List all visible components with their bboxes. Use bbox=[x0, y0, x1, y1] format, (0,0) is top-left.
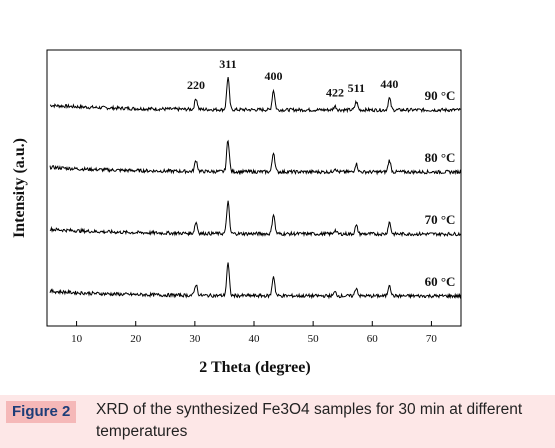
xrd-chart: 10 20 30 40 50 60 70 220 311 400 422 511 440 90 °C 8… bbox=[11, 49, 462, 376]
x-tick-label: 20 bbox=[130, 333, 142, 345]
series-line-1 bbox=[49, 139, 462, 176]
figure-caption: Figure 2 XRD of the synthesized Fe3O4 sa… bbox=[0, 395, 555, 448]
series-line-0 bbox=[49, 77, 461, 114]
x-tick-label: 40 bbox=[249, 333, 261, 345]
peak-label: 511 bbox=[348, 81, 365, 95]
x-tick-label: 30 bbox=[189, 333, 201, 345]
x-tick-label: 60 bbox=[367, 333, 379, 345]
series-label: 70 °C bbox=[425, 212, 456, 227]
series-line-3 bbox=[49, 262, 462, 300]
series-labels: 90 °C 80 °C 70 °C 60 °C bbox=[425, 88, 456, 289]
x-axis-label: 2 Theta (degree) bbox=[199, 359, 310, 376]
peak-label: 422 bbox=[326, 85, 344, 99]
peak-label: 440 bbox=[380, 77, 398, 91]
caption-text: XRD of the synthesized Fe3O4 samples for… bbox=[96, 401, 523, 440]
series-label: 90 °C bbox=[425, 88, 456, 103]
peak-labels: 220 311 400 422 511 440 bbox=[187, 57, 398, 100]
peak-label: 220 bbox=[187, 78, 205, 92]
peak-label: 400 bbox=[265, 69, 283, 83]
plot-frame bbox=[46, 49, 462, 327]
xrd-curves bbox=[49, 77, 462, 300]
series-line-2 bbox=[49, 200, 462, 238]
x-tick-label: 50 bbox=[308, 333, 320, 345]
y-axis-label: Intensity (a.u.) bbox=[11, 138, 28, 238]
series-label: 80 °C bbox=[425, 150, 456, 165]
x-ticks: 10 20 30 40 50 60 70 bbox=[71, 321, 437, 345]
series-label: 60 °C bbox=[425, 274, 456, 289]
figure-label: Figure 2 bbox=[6, 401, 77, 423]
peak-label: 311 bbox=[219, 57, 236, 71]
x-tick-label: 70 bbox=[426, 333, 438, 345]
x-tick-label: 10 bbox=[71, 333, 83, 345]
